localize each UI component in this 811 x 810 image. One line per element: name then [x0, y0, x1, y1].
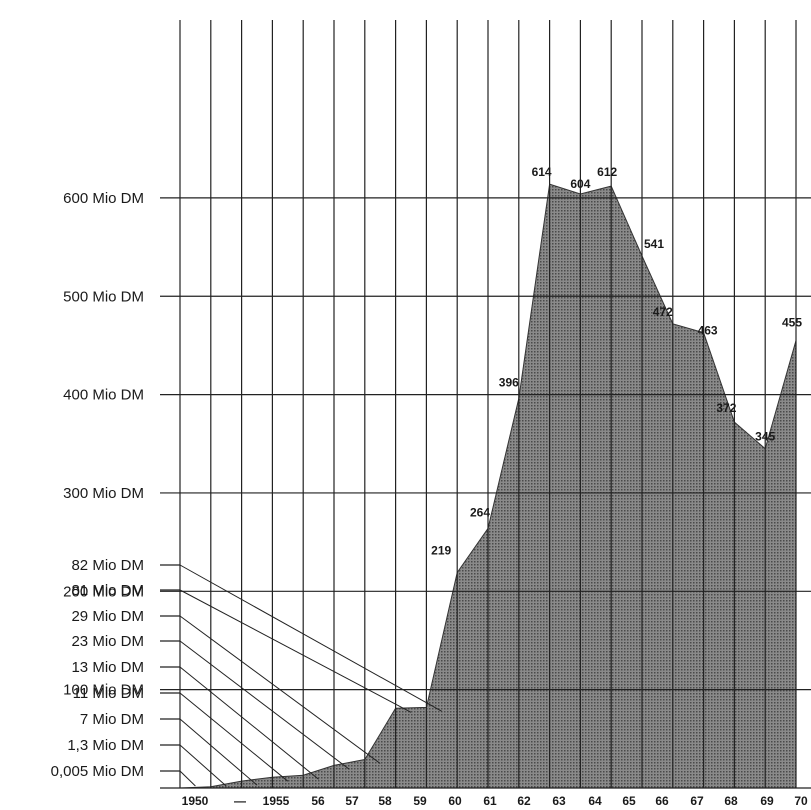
value-label-1965: 541 [644, 237, 664, 251]
x-tick-label: 61 [483, 794, 497, 808]
value-label-1959: 219 [431, 544, 451, 558]
x-tick-label: 1955 [263, 794, 290, 808]
grid-layer [160, 20, 811, 789]
x-tick-label: 1950 [182, 794, 209, 808]
x-tick-label: 62 [517, 794, 531, 808]
y-tick-label: 500 Mio DM [63, 288, 144, 305]
y-tick-label: 400 Mio DM [63, 387, 144, 404]
x-tick-label: 70 [794, 794, 808, 808]
x-tick-label: 64 [588, 794, 602, 808]
x-tick-label: 57 [345, 794, 359, 808]
y-tick-label: 200 Mio DM [63, 583, 144, 600]
leader-1955 [179, 640, 350, 770]
value-label-1966: 472 [653, 305, 673, 319]
leader-1953 [179, 692, 289, 782]
value-label-1967: 463 [698, 324, 718, 338]
small-value-label: 82 Mio DM [71, 557, 144, 574]
small-value-label: 11 Mio DM [73, 685, 144, 702]
data-labels: 219 264 396 614 604 612 541 472 463 372 345 455 [431, 165, 802, 558]
y-tick-label: 300 Mio DM [63, 485, 144, 502]
x-tick-label: 56 [311, 794, 325, 808]
value-label-1964: 612 [597, 165, 617, 179]
value-label-1963: 604 [570, 177, 590, 191]
small-value-label: 81 Mio DM [71, 582, 144, 599]
small-value-label: 1,3 Mio DM [67, 737, 144, 754]
leader-1951 [179, 744, 227, 787]
value-label-1960: 264 [470, 505, 490, 519]
x-tick-label: — [234, 794, 246, 808]
y-axis-labels: 600 Mio DM 500 Mio DM 400 Mio DM 300 Mio DM… [51, 190, 144, 780]
leader-lines [179, 564, 443, 787]
y-tick-label: 600 Mio DM [63, 190, 144, 207]
x-tick-label: 59 [413, 794, 427, 808]
x-tick-label: 68 [724, 794, 738, 808]
leader-1952 [179, 718, 258, 786]
small-value-label: 0,005 Mio DM [51, 763, 144, 780]
x-tick-label: 63 [552, 794, 566, 808]
small-value-label: 7 Mio DM [80, 711, 144, 728]
value-label-1969: 345 [755, 430, 775, 444]
x-tick-label: 69 [760, 794, 774, 808]
x-tick-label: 66 [655, 794, 669, 808]
value-label-1968: 372 [716, 401, 736, 415]
leader-1950 [179, 770, 196, 787]
small-value-label: 13 Mio DM [71, 659, 144, 676]
leader-1957 [179, 589, 412, 713]
x-tick-label: 65 [622, 794, 636, 808]
leader-1954 [179, 666, 319, 780]
x-tick-label: 67 [690, 794, 704, 808]
small-value-label: 23 Mio DM [71, 633, 144, 650]
value-label-1970: 455 [782, 316, 802, 330]
y-tick-label: 100 Mio DM [63, 682, 144, 699]
value-label-1961: 396 [499, 376, 519, 390]
small-value-label: 29 Mio DM [71, 608, 144, 625]
leader-1958 [179, 564, 443, 712]
value-label-1962: 614 [532, 165, 552, 179]
leader-1956 [179, 615, 381, 764]
x-tick-label: 58 [378, 794, 392, 808]
x-tick-label: 60 [448, 794, 462, 808]
x-axis-labels: 1950 — 1955 56 57 58 59 60 61 62 63 64 65 66 67 68 69 70 [182, 794, 808, 808]
